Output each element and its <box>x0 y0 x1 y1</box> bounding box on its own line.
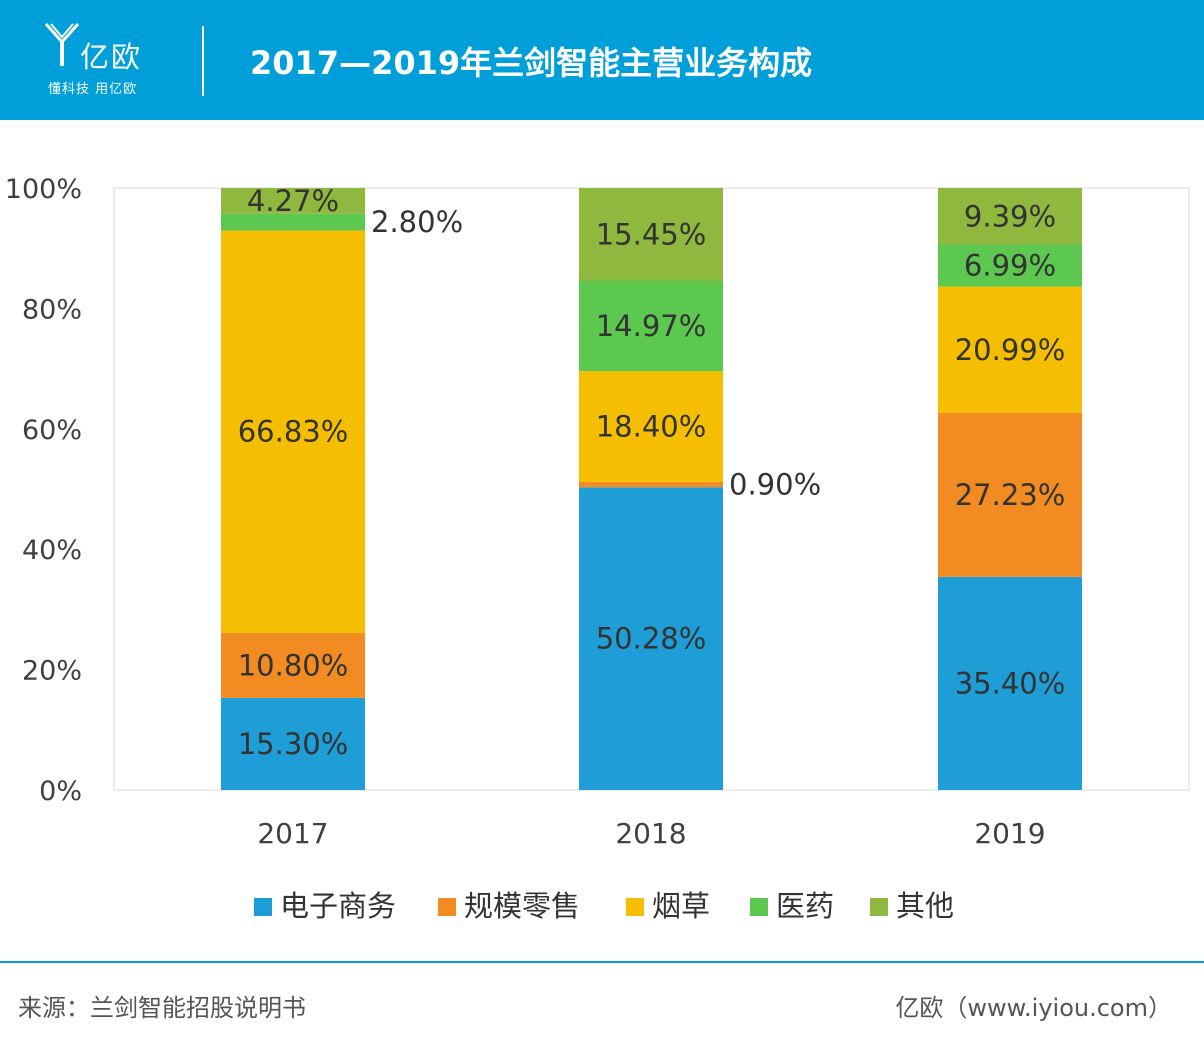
data-label: 35.40% <box>955 666 1066 700</box>
x-tick-label: 2017 <box>257 817 328 850</box>
y-tick-label: 40% <box>22 535 82 566</box>
bar-segment <box>579 281 723 372</box>
y-tick-label: 20% <box>22 656 82 687</box>
bar-segment <box>579 371 723 482</box>
data-label: 50.28% <box>596 622 707 656</box>
data-label: 14.97% <box>596 309 707 343</box>
x-tick-label: 2019 <box>974 817 1045 850</box>
x-tick-label: 2018 <box>615 817 686 850</box>
y-tick-label: 60% <box>22 415 82 446</box>
brand-tagline: 懂科技 用亿欧 <box>48 82 138 97</box>
legend-label: 医药 <box>776 889 834 923</box>
data-label: 9.39% <box>964 199 1056 233</box>
bar-segment <box>221 697 365 790</box>
stacked-bar-chart: 0% 20% 40% 60% 80% 100% 15.30% 10.80% 66.83% 2.80… <box>5 174 1190 923</box>
legend-swatch <box>870 898 888 916</box>
legend-label: 电子商务 <box>280 889 396 923</box>
data-label: 6.99% <box>964 249 1056 283</box>
bar-segment <box>579 487 723 790</box>
bar-segment <box>221 230 365 633</box>
legend-swatch <box>438 898 456 916</box>
legend-label: 烟草 <box>652 889 710 923</box>
bar-segment <box>938 244 1082 287</box>
data-label: 2.80% <box>371 205 463 239</box>
legend-swatch <box>626 898 644 916</box>
data-label: 66.83% <box>238 415 349 449</box>
data-label: 20.99% <box>955 333 1066 367</box>
bar-segment <box>938 188 1082 245</box>
y-tick-label: 0% <box>39 776 82 807</box>
bar-segment <box>938 286 1082 413</box>
data-label: 27.23% <box>955 478 1066 512</box>
legend-label: 规模零售 <box>464 889 580 923</box>
header-divider <box>202 26 204 96</box>
data-label: 18.40% <box>596 410 707 444</box>
bar-segment <box>221 188 365 214</box>
legend-swatch <box>254 898 272 916</box>
header-bar: 亿欧 懂科技 用亿欧 2017—2019年兰剑智能主营业务构成 <box>0 0 1204 120</box>
bar-segment <box>938 412 1082 577</box>
data-label: 4.27% <box>247 184 339 218</box>
legend-swatch <box>750 898 768 916</box>
logo-y-icon <box>44 23 80 66</box>
bar-segment <box>221 632 365 698</box>
site-credit: 亿欧（www.iyiou.com） <box>895 994 1172 1022</box>
brand-name: 亿欧 <box>80 40 143 74</box>
data-label: 0.90% <box>729 468 821 502</box>
source-note: 来源：兰剑智能招股说明书 <box>18 994 306 1022</box>
y-tick-label: 80% <box>22 294 82 325</box>
bar-segment <box>579 481 723 488</box>
brand-logo: 亿欧 懂科技 用亿欧 <box>44 20 174 100</box>
y-tick-label: 100% <box>5 174 82 205</box>
data-label: 15.30% <box>238 727 349 761</box>
chart-title: 2017—2019年兰剑智能主营业务构成 <box>250 44 813 82</box>
data-label: 15.45% <box>596 218 707 252</box>
bar-segment <box>938 576 1082 790</box>
footer-divider <box>0 961 1204 963</box>
legend-label: 其他 <box>896 889 954 923</box>
bar-segment <box>579 188 723 282</box>
data-label: 10.80% <box>238 648 349 682</box>
bar-segment <box>221 213 365 231</box>
